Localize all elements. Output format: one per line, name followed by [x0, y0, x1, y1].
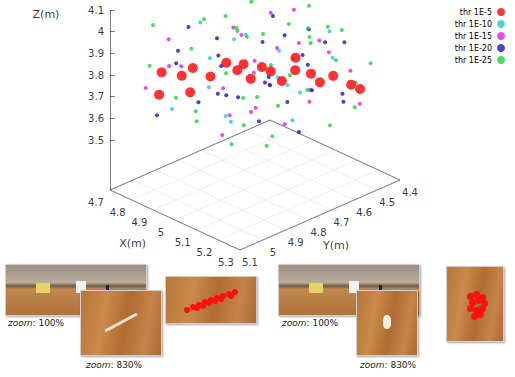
svg-text:Z(m): Z(m): [33, 8, 60, 21]
svg-text:4.6: 4.6: [356, 207, 372, 218]
svg-text:thr 1E-10: thr 1E-10: [455, 20, 492, 29]
svg-text:thr 1E-5: thr 1E-5: [460, 8, 492, 17]
svg-text:4.8: 4.8: [110, 207, 126, 218]
svg-text:5.1: 5.1: [175, 237, 191, 248]
svg-text:3.7: 3.7: [88, 91, 104, 102]
svg-text:3.5: 3.5: [88, 135, 104, 146]
svg-text:3.8: 3.8: [88, 70, 104, 81]
svg-text:4.7: 4.7: [88, 197, 104, 208]
svg-text:4: 4: [98, 26, 104, 37]
svg-text:5.2: 5.2: [196, 247, 212, 258]
svg-text:3.6: 3.6: [88, 113, 104, 124]
svg-text:5: 5: [158, 227, 164, 238]
svg-text:4.9: 4.9: [131, 217, 147, 228]
svg-text:5.1: 5.1: [242, 257, 258, 268]
svg-text:4.4: 4.4: [402, 187, 418, 198]
svg-text:thr 1E-25: thr 1E-25: [455, 56, 492, 65]
svg-text:4.9: 4.9: [288, 237, 304, 248]
html-text:zoom: 100%: zoom: 100%: [282, 318, 339, 328]
svg-text:X(m): X(m): [119, 237, 146, 250]
svg-text:4.7: 4.7: [333, 217, 349, 228]
html-text:zoom: 100%: zoom: 100%: [8, 318, 65, 328]
svg-text:4.1: 4.1: [88, 5, 104, 16]
html-text:zoom: 830%: zoom: 830%: [86, 360, 143, 370]
svg-text:5: 5: [270, 247, 276, 258]
svg-text:4.8: 4.8: [311, 227, 327, 238]
svg-text:thr 1E-20: thr 1E-20: [455, 44, 492, 53]
svg-text:Y(m): Y(m): [322, 239, 349, 252]
svg-text:5.3: 5.3: [218, 257, 234, 268]
html-text:zoom: 830%: zoom: 830%: [360, 360, 417, 370]
svg-text:thr 1E-15: thr 1E-15: [455, 32, 492, 41]
svg-text:4.5: 4.5: [379, 197, 395, 208]
svg-text:3.9: 3.9: [88, 48, 104, 59]
